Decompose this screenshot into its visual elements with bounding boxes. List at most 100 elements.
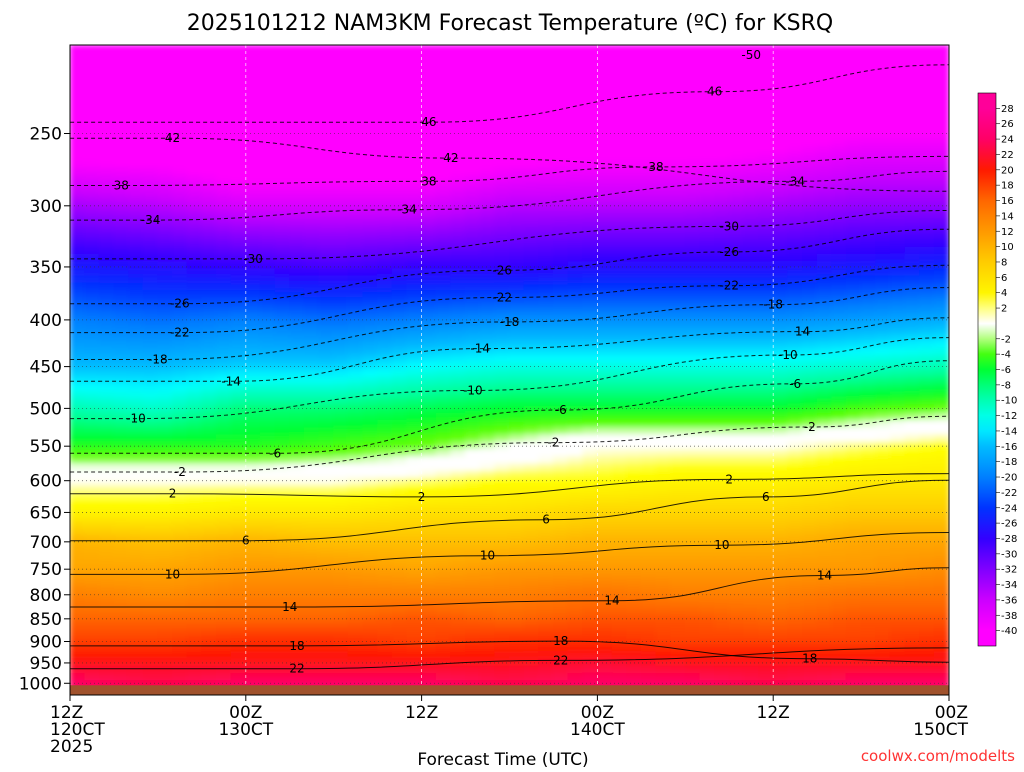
temperature-cell (699, 406, 715, 414)
temperature-cell (377, 377, 393, 385)
temperature-cell (934, 59, 950, 67)
temperature-cell (905, 586, 921, 594)
temperature-cell (758, 110, 774, 118)
temperature-cell (363, 218, 379, 226)
temperature-cell (128, 88, 144, 96)
temperature-cell (187, 153, 203, 161)
temperature-cell (553, 203, 569, 211)
temperature-cell (846, 500, 862, 508)
temperature-cell (714, 59, 730, 67)
temperature-cell (319, 471, 335, 479)
temperature-cell (157, 384, 173, 392)
temperature-cell (143, 232, 159, 240)
temperature-cell (289, 131, 305, 139)
temperature-cell (480, 398, 496, 406)
temperature-cell (568, 95, 584, 103)
temperature-cell (802, 536, 818, 544)
temperature-cell (406, 557, 422, 565)
temperature-cell (392, 521, 408, 529)
temperature-cell (201, 435, 217, 443)
temperature-cell (641, 586, 657, 594)
temperature-cell (348, 630, 364, 638)
temperature-cell (817, 254, 833, 262)
temperature-cell (143, 297, 159, 305)
temperature-cell (113, 622, 129, 630)
temperature-cell (553, 492, 569, 500)
temperature-cell (333, 608, 349, 616)
temperature-cell (802, 153, 818, 161)
temperature-cell (743, 485, 759, 493)
temperature-cell (597, 189, 613, 197)
temperature-cell (319, 283, 335, 291)
temperature-cell (641, 579, 657, 587)
temperature-cell (509, 146, 525, 154)
temperature-cell (392, 543, 408, 551)
temperature-cell (494, 492, 510, 500)
temperature-cell (289, 456, 305, 464)
temperature-cell (377, 261, 393, 269)
temperature-cell (84, 189, 100, 197)
temperature-cell (480, 586, 496, 594)
temperature-cell (70, 312, 86, 320)
temperature-cell (934, 471, 950, 479)
temperature-cell (421, 312, 437, 320)
temperature-cell (538, 261, 554, 269)
temperature-cell (524, 630, 540, 638)
temperature-cell (802, 81, 818, 89)
temperature-cell (275, 485, 291, 493)
temperature-cell (656, 536, 672, 544)
temperature-cell (934, 427, 950, 435)
temperature-cell (787, 478, 803, 486)
temperature-cell (406, 59, 422, 67)
temperature-cell (831, 521, 847, 529)
temperature-cell (934, 630, 950, 638)
temperature-cell (656, 211, 672, 219)
temperature-cell (817, 81, 833, 89)
temperature-cell (377, 333, 393, 341)
temperature-cell (568, 138, 584, 146)
temperature-cell (143, 247, 159, 255)
temperature-cell (143, 66, 159, 74)
temperature-cell (919, 514, 935, 522)
temperature-cell (831, 601, 847, 609)
temperature-cell (289, 471, 305, 479)
temperature-cell (582, 45, 598, 53)
temperature-cell (450, 88, 466, 96)
temperature-cell (406, 305, 422, 313)
temperature-cell (392, 637, 408, 645)
temperature-cell (905, 370, 921, 378)
temperature-cell (260, 81, 276, 89)
temperature-cell (685, 232, 701, 240)
temperature-cell (143, 333, 159, 341)
temperature-cell (436, 377, 452, 385)
temperature-cell (831, 110, 847, 118)
temperature-cell (436, 312, 452, 320)
temperature-cell (289, 348, 305, 356)
temperature-cell (905, 268, 921, 276)
temperature-cell (831, 297, 847, 305)
temperature-cell (201, 232, 217, 240)
temperature-cell (319, 341, 335, 349)
temperature-cell (773, 514, 789, 522)
temperature-cell (817, 370, 833, 378)
temperature-cell (143, 630, 159, 638)
temperature-cell (99, 391, 115, 399)
temperature-cell (99, 268, 115, 276)
temperature-cell (494, 160, 510, 168)
temperature-cell (597, 622, 613, 630)
temperature-cell (597, 463, 613, 471)
temperature-cell (568, 175, 584, 183)
temperature-cell (465, 124, 481, 132)
temperature-cell (861, 326, 877, 334)
temperature-cell (582, 427, 598, 435)
temperature-cell (626, 601, 642, 609)
temperature-cell (319, 254, 335, 262)
temperature-cell (392, 117, 408, 125)
temperature-cell (524, 45, 540, 53)
temperature-cell (319, 384, 335, 392)
temperature-cell (348, 240, 364, 248)
temperature-cell (846, 435, 862, 443)
temperature-cell (231, 66, 247, 74)
temperature-cell (612, 138, 628, 146)
temperature-cell (348, 59, 364, 67)
